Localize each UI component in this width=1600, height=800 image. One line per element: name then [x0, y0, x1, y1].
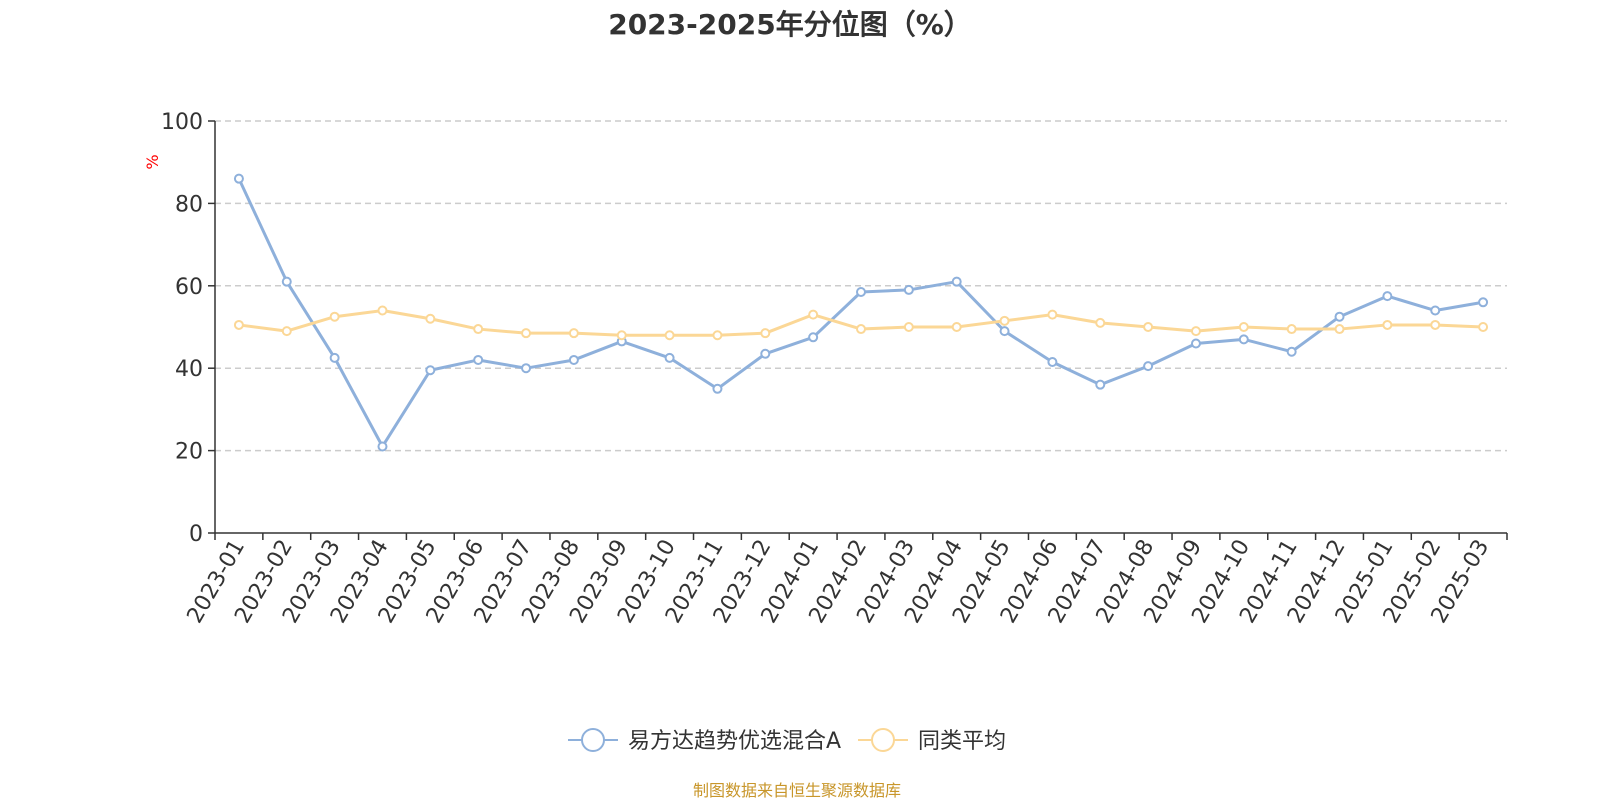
data-point [473, 324, 484, 335]
y-axis-unit: % [143, 154, 162, 169]
data-point [521, 328, 532, 339]
data-point [1190, 326, 1201, 337]
y-tick-label: 0 [189, 522, 203, 547]
legend-swatch-marker [871, 728, 895, 752]
data-point [281, 326, 292, 337]
data-point [329, 352, 340, 363]
chart-title: 2023-2025年分位图（%） [608, 8, 972, 41]
data-point [1430, 305, 1441, 316]
data-point [616, 330, 627, 341]
data-point [856, 324, 866, 335]
y-tick-label: 20 [175, 440, 203, 465]
data-point [760, 348, 771, 359]
legend: 易方达趋势优选混合A 同类平均 [568, 728, 1006, 754]
data-point [712, 330, 723, 341]
data-point [233, 319, 244, 330]
data-point [1047, 357, 1058, 368]
series-lines [233, 173, 1489, 452]
data-point [1143, 322, 1154, 332]
legend-swatch-marker [581, 728, 605, 752]
source-note: 制图数据来自恒生聚源数据库 [693, 781, 901, 800]
data-point [664, 352, 675, 363]
data-point [1238, 334, 1249, 345]
data-point [903, 284, 914, 295]
data-point [281, 276, 292, 287]
data-point [233, 173, 244, 184]
data-point [1143, 361, 1154, 372]
data-point [425, 365, 436, 376]
y-tick-label: 40 [175, 357, 203, 382]
y-tick-label: 80 [175, 192, 203, 217]
data-point [1238, 322, 1249, 332]
grid-lines [215, 120, 1507, 452]
data-point [1286, 346, 1297, 357]
data-point [856, 286, 866, 297]
data-point [1286, 324, 1297, 335]
data-point [951, 322, 962, 332]
data-point [1190, 338, 1201, 349]
data-point [1334, 311, 1345, 322]
data-point [1334, 324, 1345, 335]
data-point [473, 354, 484, 365]
data-point [1382, 291, 1393, 302]
data-point [903, 322, 914, 332]
series-line-1 [237, 178, 1484, 448]
data-point [521, 363, 532, 374]
data-point [377, 305, 388, 316]
data-point [1430, 319, 1441, 330]
data-point [1478, 297, 1489, 308]
data-point [1047, 309, 1058, 320]
data-point [1382, 319, 1393, 330]
data-point [1095, 317, 1106, 328]
data-point [1095, 379, 1106, 390]
data-point [999, 315, 1010, 326]
data-point [425, 313, 436, 324]
data-point [329, 311, 340, 322]
data-point [808, 332, 819, 343]
data-point [760, 328, 771, 339]
legend-label: 同类平均 [918, 729, 1006, 754]
data-point [568, 354, 579, 365]
data-point [664, 330, 675, 341]
y-tick-label: 60 [175, 275, 203, 300]
data-point [808, 309, 819, 320]
data-point [951, 276, 962, 287]
legend-label: 易方达趋势优选混合A [628, 729, 841, 754]
data-point [712, 383, 723, 394]
data-point [1478, 322, 1489, 332]
data-point [999, 326, 1010, 337]
data-point [568, 328, 579, 339]
data-point [377, 441, 388, 452]
y-tick-label: 100 [161, 110, 203, 135]
